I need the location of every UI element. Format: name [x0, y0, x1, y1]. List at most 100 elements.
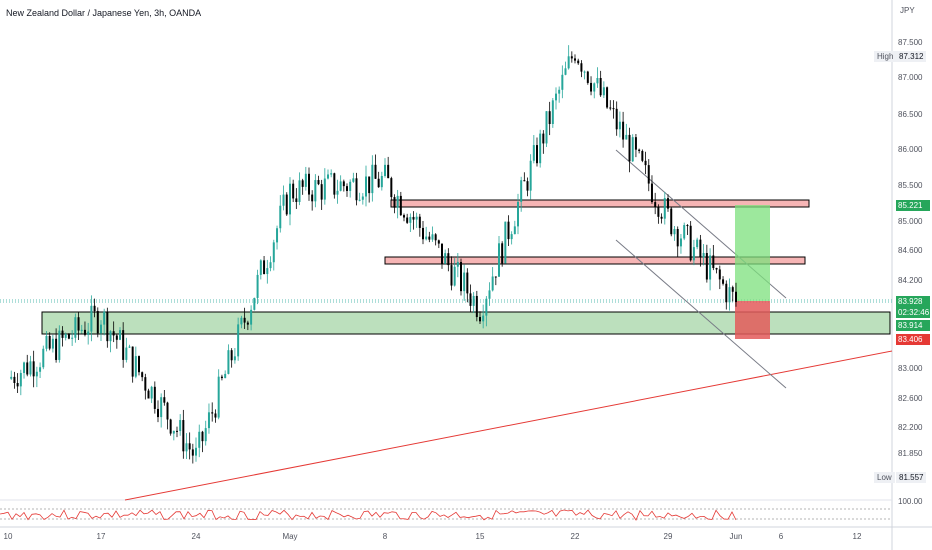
bullish-candle [384, 164, 386, 176]
bullish-candle [119, 330, 121, 340]
channel-lower-line[interactable] [615, 239, 787, 389]
bearish-candle [147, 390, 150, 399]
bearish-candle [725, 283, 728, 303]
bullish-candle [272, 242, 275, 263]
bearish-candle [422, 227, 424, 240]
bearish-candle [628, 134, 631, 162]
bullish-candle [532, 145, 535, 161]
bullish-candle [58, 330, 61, 360]
bullish-candle [172, 430, 175, 434]
bearish-candle [201, 431, 204, 442]
bearish-candle [612, 108, 615, 110]
time-tick: 24 [191, 532, 201, 541]
bearish-candle [153, 386, 156, 409]
bearish-candle [434, 234, 437, 241]
bullish-candle [23, 362, 26, 373]
bearish-candle [437, 240, 440, 244]
position-stop-zone[interactable] [735, 301, 770, 339]
position-target-zone[interactable] [735, 205, 770, 301]
bullish-candle [425, 236, 428, 240]
indicator-tick: 100.00 [898, 497, 923, 506]
bearish-candle [112, 331, 115, 336]
bearish-candle [686, 225, 689, 227]
bearish-candle [308, 173, 310, 195]
bearish-candle [301, 180, 304, 187]
bearish-candle [548, 111, 551, 125]
bullish-candle [51, 338, 54, 349]
bearish-candle [157, 408, 159, 418]
bearish-candle [141, 372, 144, 378]
bullish-candle [233, 356, 236, 361]
bearish-candle [447, 253, 450, 266]
bullish-candle [618, 121, 621, 130]
bullish-candle [185, 443, 188, 452]
bullish-candle [227, 350, 230, 374]
bearish-candle [131, 346, 134, 377]
price-tick: 83.000 [898, 364, 923, 373]
bullish-candle [539, 133, 542, 164]
bullish-candle [240, 317, 243, 325]
bullish-candle [625, 134, 628, 140]
bullish-candle [431, 234, 434, 240]
bullish-candle [10, 376, 13, 379]
bearish-candle [211, 412, 214, 414]
price-tick: 82.200 [898, 423, 923, 432]
bullish-candle [339, 181, 342, 191]
bullish-candle [520, 180, 523, 202]
bearish-candle [622, 121, 625, 140]
bearish-candle [176, 430, 178, 432]
bearish-candle [599, 77, 602, 96]
bullish-candle [561, 74, 564, 90]
bullish-candle [74, 317, 77, 338]
price-tick: 87.500 [898, 38, 923, 47]
resistance-zone-upper[interactable] [390, 199, 810, 208]
bearish-candle [285, 194, 288, 215]
bearish-candle [526, 181, 529, 191]
bullish-candle [679, 238, 682, 247]
bullish-candle [696, 239, 699, 248]
bullish-candle [593, 83, 596, 92]
bullish-candle [64, 334, 67, 338]
ascending-trendline[interactable] [124, 350, 893, 501]
price-tick: 84.200 [898, 276, 923, 285]
bullish-candle [256, 274, 259, 298]
bearish-candle [48, 335, 51, 349]
bearish-candle [122, 330, 125, 360]
support-zone[interactable] [41, 311, 891, 335]
bullish-candle [504, 221, 507, 264]
bearish-candle [412, 216, 415, 220]
bullish-candle [463, 272, 466, 292]
indicator-line [0, 509, 737, 521]
bearish-candle [115, 335, 118, 340]
bullish-candle [304, 173, 307, 187]
bullish-candle [728, 287, 731, 303]
bearish-candle [676, 229, 679, 247]
bearish-candle [689, 225, 692, 261]
bullish-candle [204, 428, 207, 442]
bearish-candle [441, 243, 443, 264]
time-tick: 8 [382, 532, 388, 541]
bearish-candle [32, 361, 35, 377]
symbol-title[interactable]: New Zealand Dollar / Japanese Yen, 3h, O… [6, 8, 202, 18]
bullish-candle [498, 243, 500, 277]
bullish-candle [513, 226, 516, 235]
bullish-candle [207, 412, 210, 429]
bullish-candle [444, 253, 447, 264]
bullish-candle [237, 324, 240, 357]
time-tick: Jun [729, 532, 743, 541]
bullish-candle [250, 309, 253, 325]
bearish-candle [570, 56, 573, 59]
bearish-candle [16, 382, 19, 387]
bullish-candle [198, 431, 201, 448]
bearish-candle [406, 217, 409, 223]
bullish-candle [19, 372, 22, 387]
bearish-candle [166, 402, 169, 420]
bearish-candle [542, 133, 545, 144]
bullish-candle [35, 371, 38, 377]
bearish-candle [615, 108, 618, 130]
price-tick: 86.500 [898, 110, 923, 119]
resistance-zone-lower[interactable] [384, 256, 806, 265]
bearish-candle [163, 397, 166, 403]
